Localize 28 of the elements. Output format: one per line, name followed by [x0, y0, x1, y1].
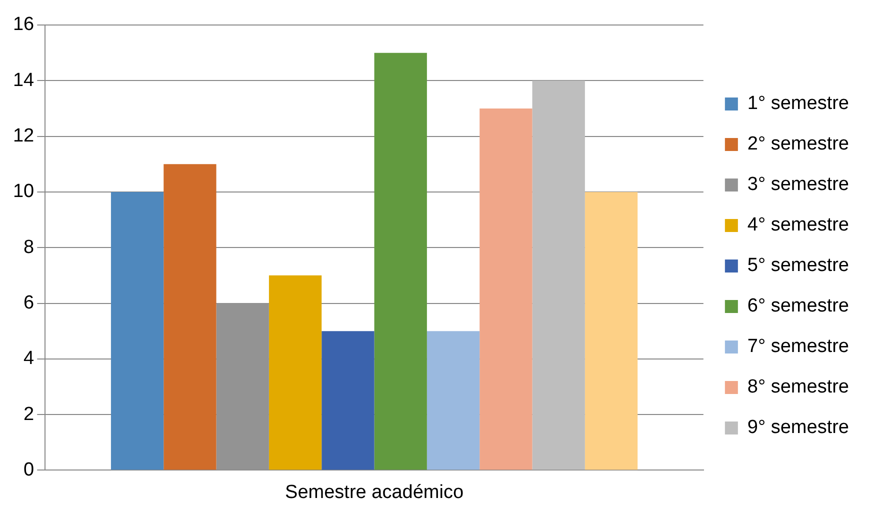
y-tick-label: 16 [12, 14, 34, 36]
legend-label: 3° semestre [747, 174, 849, 196]
legend-label: 8° semestre [747, 376, 849, 398]
legend-label: 9° semestre [747, 417, 849, 438]
y-tick-label: 14 [12, 70, 35, 91]
legend-label: 4° semestre [747, 214, 849, 236]
legend-label: 1° semestre [747, 93, 849, 114]
y-tick-label: 4 [24, 348, 35, 370]
y-tick-label: 6 [24, 292, 34, 314]
y-tick-label: 0 [24, 459, 34, 480]
y-tick-label: 12 [12, 126, 34, 147]
legend-label: 5° semestre [747, 255, 849, 276]
bar [110, 192, 164, 470]
bar [426, 331, 480, 470]
y-tick-label: 10 [12, 181, 34, 202]
legend-label: 2° semestre [747, 134, 849, 155]
bar [584, 192, 638, 470]
x-tick-label: Semestre académico [285, 482, 464, 503]
y-tick-label: 8 [24, 236, 34, 258]
legend-label: 7° semestre [747, 336, 849, 358]
bar [268, 275, 322, 470]
bar [374, 52, 427, 470]
bar [322, 331, 374, 470]
bar [532, 80, 585, 470]
y-tick-label: 2 [24, 404, 34, 425]
bar [480, 108, 532, 470]
legend-label: 6° semestre [747, 296, 849, 317]
bar [164, 164, 216, 470]
